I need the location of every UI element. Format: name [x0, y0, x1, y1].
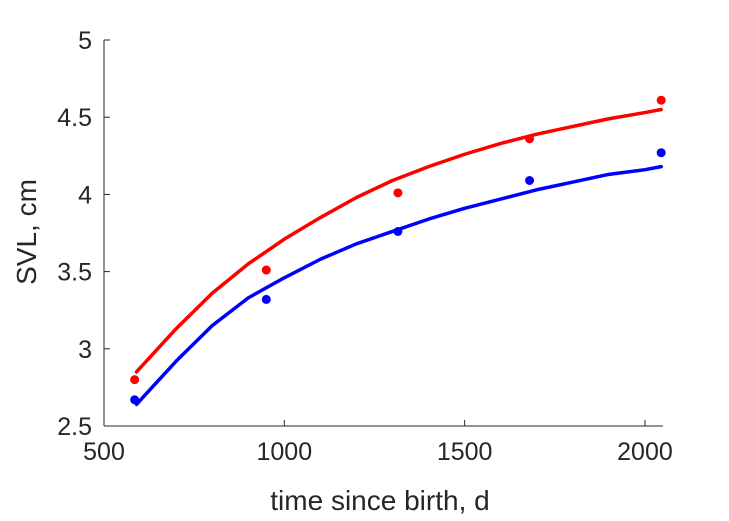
- fit-line: [134, 164, 663, 407]
- data-point: [393, 188, 403, 198]
- data-point: [130, 375, 140, 385]
- data-point: [261, 294, 271, 304]
- x-axis-label: time since birth, d: [270, 485, 489, 516]
- series-2: [130, 148, 666, 407]
- x-tick-label: 1500: [437, 438, 493, 466]
- data-point: [261, 265, 271, 275]
- y-ticks: 2.5 3 3.5 4 4.5 5: [57, 27, 110, 441]
- y-tick-label: 3.5: [57, 259, 92, 287]
- series-1: [130, 95, 666, 385]
- y-tick-label: 3: [78, 336, 92, 364]
- y-tick-label: 4.5: [57, 104, 92, 132]
- y-axis-label: SVL, cm: [11, 179, 42, 285]
- x-tick-label: 2000: [617, 438, 673, 466]
- y-tick-label: 5: [78, 27, 92, 55]
- y-tick-label: 2.5: [57, 413, 92, 441]
- fit-line: [134, 107, 663, 374]
- data-point: [525, 134, 535, 144]
- data-point: [656, 95, 666, 105]
- x-tick-label: 1000: [257, 438, 313, 466]
- data-point: [656, 148, 666, 158]
- data-point: [393, 226, 403, 236]
- axes: [103, 40, 663, 427]
- series-layer: [130, 95, 666, 407]
- data-point: [130, 395, 140, 405]
- data-point: [525, 176, 535, 186]
- y-tick-label: 4: [78, 181, 92, 209]
- x-tick-label: 500: [83, 438, 125, 466]
- x-ticks: 500 1000 1500 2000: [83, 420, 673, 466]
